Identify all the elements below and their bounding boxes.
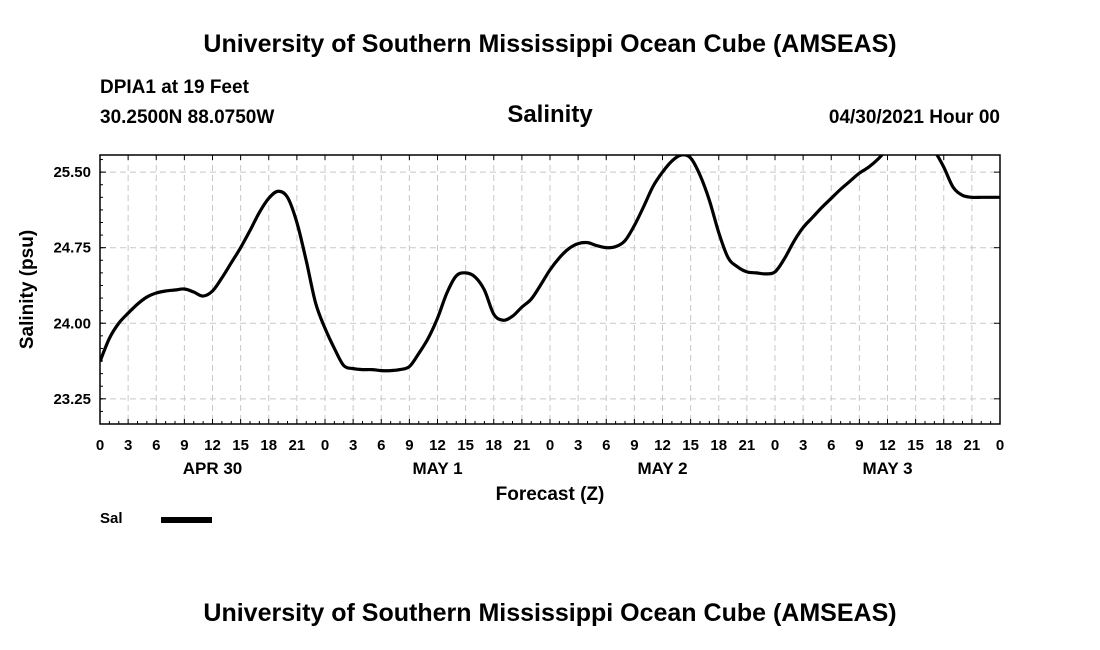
day-label: MAY 1 [412,459,462,478]
x-tick-label: 6 [602,437,610,454]
x-tick-label: 9 [630,437,638,454]
y-tick-label: 24.00 [53,315,91,332]
plot-frame [99,154,1001,425]
x-tick-label: 15 [907,437,924,454]
x-tick-label: 6 [152,437,160,454]
legend-swatch [161,517,212,523]
x-tick-label: 9 [405,437,413,454]
legend-label: Sal [100,510,123,527]
x-tick-label: 21 [289,437,306,454]
chart-title: Salinity [507,101,593,128]
x-tick-label: 6 [377,437,385,454]
day-label: MAY 2 [637,459,687,478]
series-line-sal [100,155,1000,373]
x-tick-label: 12 [204,437,221,454]
x-tick-label: 12 [654,437,671,454]
x-tick-label: 21 [739,437,756,454]
x-tick-label: 0 [96,437,104,454]
label-layer: 0 3 6 9 12 15 18 21 0 3 6 9 12 15 18 21 0 3 6 9 12 15 18 21 0 3 6 9… [53,164,1004,478]
forecast-datetime: 04/30/2021 Hour 00 [828,107,1000,128]
x-tick-label: 3 [124,437,132,454]
x-tick-label: 18 [710,437,727,454]
y-tick-label: 24.75 [53,240,91,257]
x-tick-label: 6 [827,437,835,454]
x-tick-label: 3 [799,437,807,454]
x-axis-label: Forecast (Z) [496,484,605,505]
y-tick-label: 23.25 [53,391,91,408]
x-tick-label: 3 [349,437,357,454]
x-tick-label: 12 [879,437,896,454]
x-tick-label: 15 [232,437,249,454]
y-axis-label: Salinity (psu) [17,230,38,349]
x-tick-label: 12 [429,437,446,454]
x-tick-label: 18 [935,437,952,454]
day-label: APR 30 [183,459,243,478]
x-tick-label: 21 [514,437,531,454]
grid-layer [100,155,1000,424]
x-tick-label: 3 [574,437,582,454]
day-label: MAY 3 [862,459,912,478]
station-label: DPIA1 at 19 Feet [100,77,249,98]
y-tick-label: 25.50 [53,164,91,181]
x-tick-label: 21 [964,437,981,454]
x-tick-label: 9 [855,437,863,454]
x-tick-label: 18 [485,437,502,454]
station-coordinates: 30.2500N 88.0750W [100,107,275,128]
x-tick-label: 15 [682,437,699,454]
x-tick-label: 15 [457,437,474,454]
header-title: University of Southern Mississippi Ocean… [203,30,897,58]
x-tick-label: 0 [546,437,554,454]
x-tick-label: 9 [180,437,188,454]
x-tick-label: 18 [260,437,277,454]
x-tick-label: 0 [996,437,1004,454]
series-layer [100,155,1000,373]
x-tick-label: 0 [771,437,779,454]
x-tick-label: 0 [321,437,329,454]
footer-title: University of Southern Mississippi Ocean… [203,599,897,627]
